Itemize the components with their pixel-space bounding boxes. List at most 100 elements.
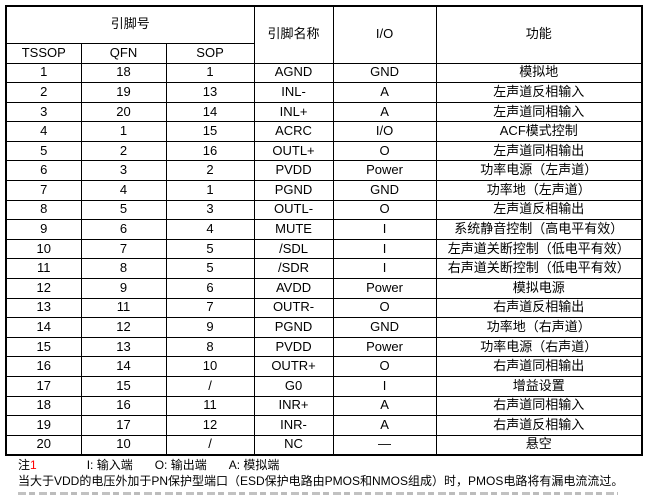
header-tssop: TSSOP [5, 42, 82, 64]
table-cell: I [332, 376, 437, 397]
table-cell: A [332, 82, 437, 103]
table-cell: 2 [80, 140, 167, 162]
table-row: 1 18 1 AGND GND 模拟地 [5, 62, 643, 84]
table-cell: 11 [165, 395, 255, 417]
table-cell: 15 [5, 336, 82, 358]
table-row: 4 1 15 ACRC I/O ACF模式控制 [5, 121, 643, 142]
header-pin-name: 引脚名称 [253, 5, 334, 64]
table-cell: 12 [165, 415, 255, 436]
table-cell: 功率电源（右声道） [435, 336, 643, 358]
table-cell: 右声道关断控制（低电平有效） [435, 258, 643, 280]
table-cell: Power [332, 278, 437, 299]
note-superscript: 1 [30, 458, 37, 472]
table-cell: AGND [253, 62, 334, 84]
table-cell: 左声道同相输入 [435, 101, 643, 123]
table-cell: I [332, 238, 437, 260]
table-cell: 右声道反相输出 [435, 297, 643, 319]
table-cell: 9 [80, 278, 167, 299]
table-cell: I [332, 219, 437, 240]
table-cell: 13 [80, 336, 167, 358]
table-cell: 5 [80, 199, 167, 221]
table-cell: 左声道反相输入 [435, 82, 643, 103]
table-row: 6 3 2 PVDD Power 功率电源（左声道） [5, 160, 643, 182]
table-cell: 功率地（左声道） [435, 180, 643, 201]
table-cell: /SDL [253, 238, 334, 260]
table-cell: 13 [165, 82, 255, 103]
table-row: 3 20 14 INL+ A 左声道同相输入 [5, 101, 643, 123]
table-cell: 19 [5, 415, 82, 436]
table-cell: 右声道同相输入 [435, 395, 643, 417]
pin-table-body: 1 18 1 AGND GND 模拟地 2 19 13 INL- A 左声道反相输入 3 20 14 INL+… [5, 62, 643, 456]
table-cell: A [332, 415, 437, 436]
table-cell: O [332, 140, 437, 162]
table-row: 19 17 12 INR- A 右声道反相输入 [5, 415, 643, 436]
table-cell: INR- [253, 415, 334, 436]
table-row: 16 14 10 OUTR+ O 右声道同相输出 [5, 356, 643, 377]
table-cell: MUTE [253, 219, 334, 240]
table-cell: I/O [332, 121, 437, 142]
table-cell: INR+ [253, 395, 334, 417]
table-cell: 9 [5, 219, 82, 240]
table-cell: 6 [5, 160, 82, 182]
table-cell: 增益设置 [435, 376, 643, 397]
table-cell: 功率地（右声道） [435, 317, 643, 338]
table-cell: 2 [165, 160, 255, 182]
table-cell: 11 [80, 297, 167, 319]
table-cell: 7 [165, 297, 255, 319]
table-cell: 18 [80, 62, 167, 84]
table-row: 17 15/G0 I 增益设置 [5, 376, 643, 397]
table-cell: O [332, 356, 437, 377]
table-cell: 左声道关断控制（低电平有效） [435, 238, 643, 260]
table-cell: OUTL+ [253, 140, 334, 162]
footnote-legend-line: 注1 I: 输入端 O: 输出端 A: 模拟端 [18, 458, 638, 473]
table-cell: 1 [165, 180, 255, 201]
table-row: 2 19 13 INL- A 左声道反相输入 [5, 82, 643, 103]
table-cell: G0 [253, 376, 334, 397]
table-cell: PVDD [253, 160, 334, 182]
table-cell: Power [332, 336, 437, 358]
table-cell: 18 [5, 395, 82, 417]
pin-table-header: 引脚号 引脚名称 I/O 功能 TSSOP QFN SOP [5, 5, 643, 64]
table-cell: PGND [253, 180, 334, 201]
table-row: 18 16 11 INR+ A 右声道同相输入 [5, 395, 643, 417]
legend-input: I: 输入端 [86, 458, 133, 472]
table-cell: 17 [5, 376, 82, 397]
table-row: 10 7 5/SDL I 左声道关断控制（低电平有效） [5, 238, 643, 260]
table-cell: 20 [5, 434, 82, 456]
table-cell: 3 [80, 160, 167, 182]
table-cell: 左声道同相输出 [435, 140, 643, 162]
table-cell: GND [332, 180, 437, 201]
table-cell: 15 [165, 121, 255, 142]
table-cell: 1 [5, 62, 82, 84]
footnote-esd-note: 当大于VDD的电压外加于PN保护型端口（ESD保护电路由PMOS和NMOS组成）… [18, 474, 624, 488]
table-row: 5 2 16 OUTL+ O 左声道同相输出 [5, 140, 643, 162]
legend-output: O: 输出端 [154, 458, 207, 472]
table-row: 8 5 3 OUTL- O 左声道反相输出 [5, 199, 643, 221]
table-cell: 17 [80, 415, 167, 436]
table-cell: OUTR+ [253, 356, 334, 377]
table-cell: 1 [165, 62, 255, 84]
table-cell: 10 [165, 356, 255, 377]
table-cell: 13 [5, 297, 82, 319]
table-cell: 3 [5, 101, 82, 123]
table-cell: 4 [165, 219, 255, 240]
header-function: 功能 [435, 5, 643, 64]
table-cell: 6 [165, 278, 255, 299]
note-label: 注 [18, 458, 31, 472]
table-cell: 11 [5, 258, 82, 280]
table-row: 9 6 4 MUTE I 系统静音控制（高电平有效） [5, 219, 643, 240]
table-cell: 7 [5, 180, 82, 201]
table-cell: ACRC [253, 121, 334, 142]
table-cell: OUTL- [253, 199, 334, 221]
table-cell: O [332, 199, 437, 221]
table-cell: AVDD [253, 278, 334, 299]
header-qfn: QFN [80, 42, 167, 64]
table-cell: 8 [5, 199, 82, 221]
table-cell: 悬空 [435, 434, 643, 456]
table-row: 14 12 9 PGND GND 功率地（右声道） [5, 317, 643, 338]
table-cell: 16 [165, 140, 255, 162]
table-cell: INL- [253, 82, 334, 103]
table-cell: /SDR [253, 258, 334, 280]
table-cell: 16 [5, 356, 82, 377]
table-cell: A [332, 101, 437, 123]
